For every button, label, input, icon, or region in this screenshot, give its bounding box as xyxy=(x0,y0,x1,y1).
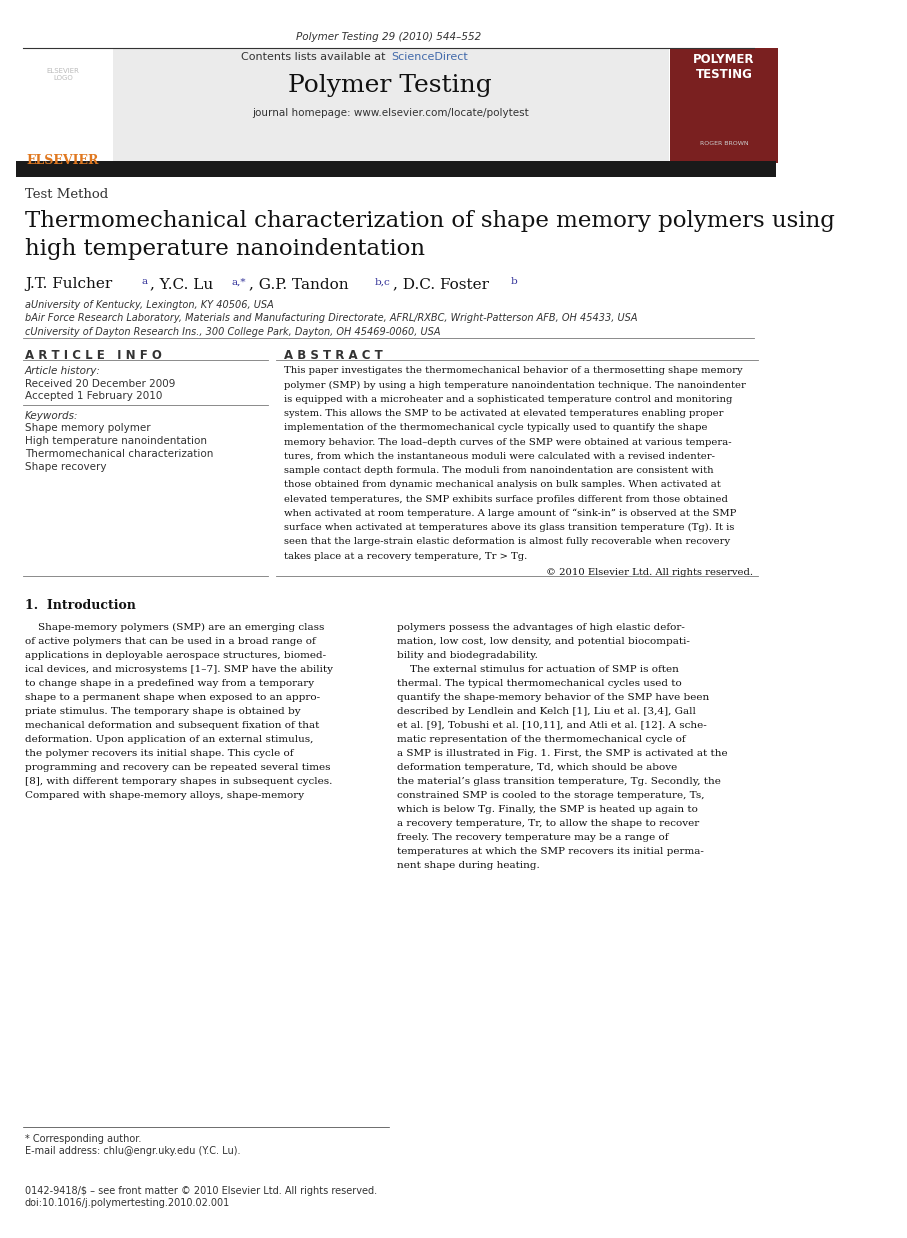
Text: b: b xyxy=(511,277,518,286)
Text: nent shape during heating.: nent shape during heating. xyxy=(396,860,540,869)
Text: the material’s glass transition temperature, Tg. Secondly, the: the material’s glass transition temperat… xyxy=(396,776,720,786)
Text: The external stimulus for actuation of SMP is often: The external stimulus for actuation of S… xyxy=(396,665,678,673)
Text: when activated at room temperature. A large amount of “sink-in” is observed at t: when activated at room temperature. A la… xyxy=(284,509,736,519)
Text: is equipped with a microheater and a sophisticated temperature control and monit: is equipped with a microheater and a sop… xyxy=(284,395,732,404)
Text: 1.  Introduction: 1. Introduction xyxy=(24,599,136,613)
Text: thermal. The typical thermomechanical cycles used to: thermal. The typical thermomechanical cy… xyxy=(396,678,681,687)
Text: a,*: a,* xyxy=(231,277,246,286)
Text: Thermomechanical characterization: Thermomechanical characterization xyxy=(24,449,213,459)
Text: Polymer Testing 29 (2010) 544–552: Polymer Testing 29 (2010) 544–552 xyxy=(297,32,482,42)
Text: bility and biodegradability.: bility and biodegradability. xyxy=(396,651,538,660)
Text: those obtained from dynamic mechanical analysis on bulk samples. When activated : those obtained from dynamic mechanical a… xyxy=(284,480,720,489)
Text: implementation of the thermomechanical cycle typically used to quantify the shap: implementation of the thermomechanical c… xyxy=(284,423,707,432)
Bar xyxy=(15,48,111,163)
Text: surface when activated at temperatures above its glass transition temperature (T: surface when activated at temperatures a… xyxy=(284,522,734,532)
Text: et al. [9], Tobushi et al. [10,11], and Atli et al. [12]. A sche-: et al. [9], Tobushi et al. [10,11], and … xyxy=(396,721,707,729)
Text: polymers possess the advantages of high elastic defor-: polymers possess the advantages of high … xyxy=(396,623,685,631)
Text: matic representation of the thermomechanical cycle of: matic representation of the thermomechan… xyxy=(396,734,685,744)
Text: programming and recovery can be repeated several times: programming and recovery can be repeated… xyxy=(24,763,330,771)
Text: Shape memory polymer: Shape memory polymer xyxy=(24,423,151,433)
Text: shape to a permanent shape when exposed to an appro-: shape to a permanent shape when exposed … xyxy=(24,692,320,702)
Text: ROGER BROWN: ROGER BROWN xyxy=(699,141,748,146)
Text: bAir Force Research Laboratory, Materials and Manufacturing Directorate, AFRL/RX: bAir Force Research Laboratory, Material… xyxy=(24,313,638,323)
Bar xyxy=(15,161,776,177)
Text: POLYMER
TESTING: POLYMER TESTING xyxy=(693,53,755,82)
Text: of active polymers that can be used in a broad range of: of active polymers that can be used in a… xyxy=(24,636,316,646)
Text: A B S T R A C T: A B S T R A C T xyxy=(284,349,383,363)
Text: doi:10.1016/j.polymertesting.2010.02.001: doi:10.1016/j.polymertesting.2010.02.001 xyxy=(24,1198,230,1208)
Text: E-mail address: chlu@engr.uky.edu (Y.C. Lu).: E-mail address: chlu@engr.uky.edu (Y.C. … xyxy=(24,1146,240,1156)
Text: © 2010 Elsevier Ltd. All rights reserved.: © 2010 Elsevier Ltd. All rights reserved… xyxy=(546,568,753,577)
Text: ScienceDirect: ScienceDirect xyxy=(391,52,468,62)
Text: takes place at a recovery temperature, Tr > Tg.: takes place at a recovery temperature, T… xyxy=(284,551,527,561)
Text: priate stimulus. The temporary shape is obtained by: priate stimulus. The temporary shape is … xyxy=(24,707,300,716)
Text: a SMP is illustrated in Fig. 1. First, the SMP is activated at the: a SMP is illustrated in Fig. 1. First, t… xyxy=(396,749,727,758)
Text: A R T I C L E   I N F O: A R T I C L E I N F O xyxy=(24,349,161,363)
Text: journal homepage: www.elsevier.com/locate/polytest: journal homepage: www.elsevier.com/locat… xyxy=(252,108,529,118)
Text: deformation temperature, Td, which should be above: deformation temperature, Td, which shoul… xyxy=(396,763,677,771)
Text: tures, from which the instantaneous moduli were calculated with a revised indent: tures, from which the instantaneous modu… xyxy=(284,452,715,461)
Bar xyxy=(670,48,777,163)
Text: mation, low cost, low density, and potential biocompati-: mation, low cost, low density, and poten… xyxy=(396,636,689,646)
Text: constrained SMP is cooled to the storage temperature, Ts,: constrained SMP is cooled to the storage… xyxy=(396,791,704,800)
Text: ical devices, and microsystems [1–7]. SMP have the ability: ical devices, and microsystems [1–7]. SM… xyxy=(24,665,333,673)
Text: freely. The recovery temperature may be a range of: freely. The recovery temperature may be … xyxy=(396,832,668,842)
Text: mechanical deformation and subsequent fixation of that: mechanical deformation and subsequent fi… xyxy=(24,721,319,729)
Text: ELSEVIER
LOGO: ELSEVIER LOGO xyxy=(46,68,80,82)
Text: ELSEVIER: ELSEVIER xyxy=(27,154,99,167)
Text: seen that the large-strain elastic deformation is almost fully recoverable when : seen that the large-strain elastic defor… xyxy=(284,537,730,546)
Text: , Y.C. Lu: , Y.C. Lu xyxy=(150,277,213,291)
Text: to change shape in a predefined way from a temporary: to change shape in a predefined way from… xyxy=(24,678,314,687)
Text: Accepted 1 February 2010: Accepted 1 February 2010 xyxy=(24,391,162,401)
Text: Test Method: Test Method xyxy=(24,188,108,202)
Text: sample contact depth formula. The moduli from nanoindentation are consistent wit: sample contact depth formula. The moduli… xyxy=(284,465,714,475)
Text: High temperature nanoindentation: High temperature nanoindentation xyxy=(24,437,207,447)
Text: memory behavior. The load–depth curves of the SMP were obtained at various tempe: memory behavior. The load–depth curves o… xyxy=(284,437,731,447)
Text: applications in deployable aerospace structures, biomed-: applications in deployable aerospace str… xyxy=(24,651,326,660)
Text: polymer (SMP) by using a high temperature nanoindentation technique. The nanoind: polymer (SMP) by using a high temperatur… xyxy=(284,381,746,390)
Text: J.T. Fulcher: J.T. Fulcher xyxy=(24,277,112,291)
Text: , D.C. Foster: , D.C. Foster xyxy=(394,277,490,291)
Text: [8], with different temporary shapes in subsequent cycles.: [8], with different temporary shapes in … xyxy=(24,776,332,786)
Text: quantify the shape-memory behavior of the SMP have been: quantify the shape-memory behavior of th… xyxy=(396,692,708,702)
Text: This paper investigates the thermomechanical behavior of a thermosetting shape m: This paper investigates the thermomechan… xyxy=(284,366,743,375)
Text: the polymer recovers its initial shape. This cycle of: the polymer recovers its initial shape. … xyxy=(24,749,293,758)
Text: Shape-memory polymers (SMP) are an emerging class: Shape-memory polymers (SMP) are an emerg… xyxy=(24,623,325,631)
Text: * Corresponding author.: * Corresponding author. xyxy=(24,1134,141,1144)
Text: b,c: b,c xyxy=(375,277,391,286)
Text: Polymer Testing: Polymer Testing xyxy=(288,74,493,98)
Text: Compared with shape-memory alloys, shape-memory: Compared with shape-memory alloys, shape… xyxy=(24,791,304,800)
Text: aUniversity of Kentucky, Lexington, KY 40506, USA: aUniversity of Kentucky, Lexington, KY 4… xyxy=(24,300,274,310)
Text: , G.P. Tandon: , G.P. Tandon xyxy=(249,277,348,291)
Text: Thermomechanical characterization of shape memory polymers using
high temperatur: Thermomechanical characterization of sha… xyxy=(24,210,834,260)
Text: Article history:: Article history: xyxy=(24,366,101,376)
Text: which is below Tg. Finally, the SMP is heated up again to: which is below Tg. Finally, the SMP is h… xyxy=(396,805,697,813)
Text: 0142-9418/$ – see front matter © 2010 Elsevier Ltd. All rights reserved.: 0142-9418/$ – see front matter © 2010 El… xyxy=(24,1186,377,1196)
Text: system. This allows the SMP to be activated at elevated temperatures enabling pr: system. This allows the SMP to be activa… xyxy=(284,409,723,418)
Bar xyxy=(112,48,668,163)
Text: a: a xyxy=(141,277,148,286)
Text: a recovery temperature, Tr, to allow the shape to recover: a recovery temperature, Tr, to allow the… xyxy=(396,818,698,827)
Text: Keywords:: Keywords: xyxy=(24,411,78,421)
Text: temperatures at which the SMP recovers its initial perma-: temperatures at which the SMP recovers i… xyxy=(396,847,704,855)
Text: Shape recovery: Shape recovery xyxy=(24,462,106,473)
Text: deformation. Upon application of an external stimulus,: deformation. Upon application of an exte… xyxy=(24,734,313,744)
Text: described by Lendlein and Kelch [1], Liu et al. [3,4], Gall: described by Lendlein and Kelch [1], Liu… xyxy=(396,707,696,716)
Text: elevated temperatures, the SMP exhibits surface profiles different from those ob: elevated temperatures, the SMP exhibits … xyxy=(284,494,727,504)
Text: Received 20 December 2009: Received 20 December 2009 xyxy=(24,379,175,389)
Text: Contents lists available at: Contents lists available at xyxy=(240,52,389,62)
Text: cUniversity of Dayton Research Ins., 300 College Park, Dayton, OH 45469-0060, US: cUniversity of Dayton Research Ins., 300… xyxy=(24,327,441,337)
